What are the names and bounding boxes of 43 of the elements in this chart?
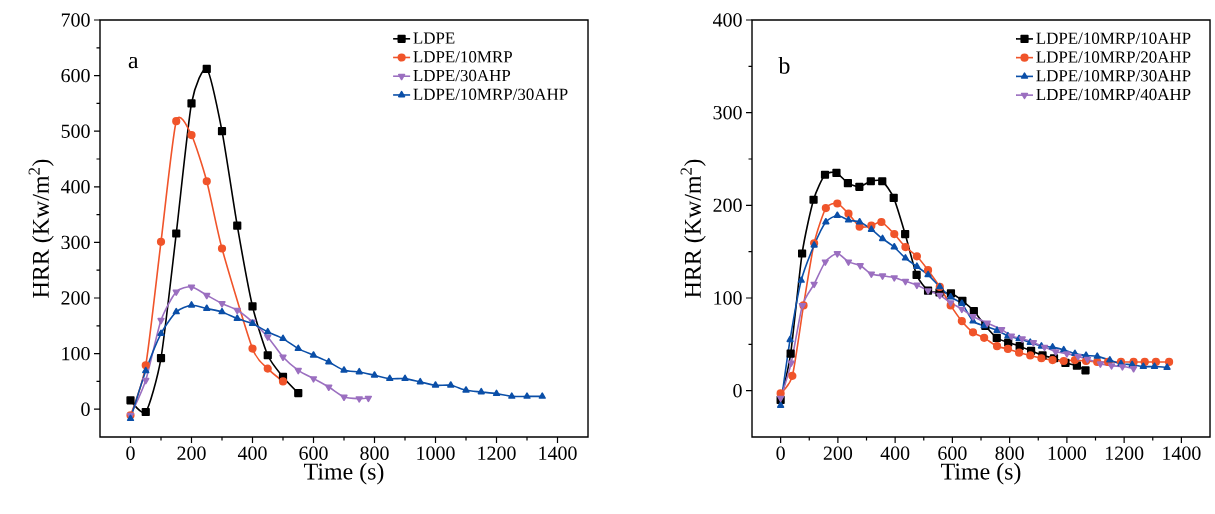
x-tick-label: 1000 [417, 446, 455, 460]
x-tick-label: 200 [177, 446, 206, 460]
y-tick-label: 100 [714, 291, 742, 305]
x-tick-label: 1200 [478, 446, 516, 460]
x-tick-label: 400 [237, 446, 267, 460]
x-tick-label: 0 [776, 446, 785, 460]
legend-label: LDPE [413, 32, 455, 44]
x-axis-title: Time (s) [304, 462, 384, 485]
y-tick-label: 300 [61, 235, 90, 250]
x-tick-label: 1400 [539, 446, 577, 460]
x-tick-label: 0 [126, 446, 135, 460]
y-tick-label: 200 [61, 291, 90, 305]
y-tick-label: 700 [61, 13, 90, 27]
x-tick-label: 800 [360, 446, 389, 460]
legend-label: LDPE/30AHP [413, 69, 511, 82]
y-axis-title: HRR (Kw/m$^{2}$) [680, 159, 706, 298]
y-tick-label: 600 [61, 68, 90, 83]
y-tick-label: 300 [713, 105, 742, 120]
y-axis-title: HRR (Kw/m$^{2}$) [28, 159, 54, 298]
annotation: a [128, 56, 139, 69]
legend-label: LDPE/10MRP/10AHP [1036, 32, 1191, 44]
y-tick-label: 400 [60, 180, 90, 194]
x-tick-label: 400 [880, 446, 910, 460]
x-tick-label: 1400 [1163, 446, 1201, 460]
x-tick-label: 600 [938, 446, 967, 460]
x-tick-label: 600 [299, 446, 328, 460]
y-tick-label: 0 [81, 402, 90, 416]
y-tick-label: 500 [61, 124, 90, 138]
legend-label: LDPE/10MRP [413, 51, 512, 63]
legend-label: LDPE/10MRP/20AHP [1036, 51, 1191, 63]
x-tick-label: 800 [995, 446, 1024, 460]
y-tick-label: 0 [733, 383, 742, 398]
x-tick-label: 1000 [1048, 446, 1087, 460]
x-tick-label: 200 [823, 446, 853, 460]
x-axis-title: Time (s) [941, 462, 1021, 485]
x-tick-label: 1200 [1105, 446, 1144, 460]
y-tick-label: 400 [712, 13, 742, 27]
legend-label: LDPE/10MRP/30AHP [413, 88, 568, 101]
legend-label: LDPE/10MRP/40AHP [1036, 88, 1191, 101]
annotation: b [778, 56, 790, 74]
y-tick-label: 100 [62, 346, 90, 361]
y-tick-label: 200 [713, 198, 742, 213]
legend-label: LDPE/10MRP/30AHP [1036, 70, 1191, 82]
